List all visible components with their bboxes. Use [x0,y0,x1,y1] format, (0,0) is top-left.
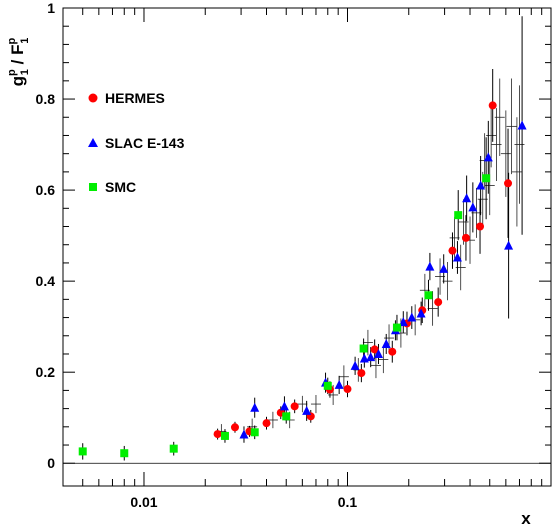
point-hermes [476,222,485,231]
svg-text:gp1 / Fp1: gp1 / Fp1 [6,38,31,87]
point-slac-e-143 [334,379,344,389]
point-slac-e-143 [302,405,312,415]
point-smc [169,444,178,453]
y-tick-label: 0.2 [36,364,56,380]
point-slac-e-143 [452,252,462,262]
point-hermes [434,298,443,307]
y-tick-label: 0.8 [36,91,56,107]
plot-frame [62,7,552,487]
y-axis-title-g: g [8,76,27,86]
point-slac-e-143 [250,402,260,412]
point-slac-e-143 [504,240,514,250]
point-slac-e-143 [476,180,486,190]
point-slac-e-143 [279,401,289,411]
point-smc [250,428,259,437]
point-slac-e-143 [483,152,493,162]
tick-labels: 0 0.2 0.4 0.6 0.8 1 0.01 0.1 [36,0,358,510]
point-slac-e-143 [359,353,369,363]
point-hermes [370,345,379,354]
data-markers [78,101,527,458]
legend-marker-hermes [88,93,98,103]
point-hermes [448,246,457,255]
point-smc [120,449,129,458]
legend-item-hermes: HERMES [88,90,165,106]
x-axis-title: x [521,509,531,526]
point-smc [220,431,229,440]
point-smc [78,447,87,456]
background-points [216,78,525,439]
point-slac-e-143 [373,348,383,358]
y-axis-title-f: F [8,45,27,55]
y-tick-label: 1 [47,0,55,16]
legend: HERMES SLAC E-143 SMC [88,90,185,195]
y-tick-label: 0.6 [36,182,56,198]
y-axis-title-g-sup: p [6,69,18,76]
point-smc [282,412,291,421]
legend-label-slac-e143: SLAC E-143 [105,135,185,151]
point-slac-e-143 [439,263,449,273]
x-tick-label: 0.1 [338,494,358,510]
point-slac-e-143 [468,202,478,212]
point-slac-e-143 [425,261,435,271]
y-axis-title-g-sub: 1 [19,69,31,75]
axes-frame [62,7,552,487]
legend-item-smc: SMC [89,179,136,195]
point-hermes [213,430,222,439]
point-smc [482,174,491,183]
y-axis-title: gp1 / Fp1 [6,38,31,87]
point-hermes [388,347,397,356]
legend-marker-slac-e143 [88,138,98,147]
legend-label-hermes: HERMES [105,90,165,106]
y-axis-title-f-sup: p [6,38,18,45]
point-smc [392,323,401,332]
legend-item-slac-e143: SLAC E-143 [88,135,185,151]
point-slac-e-143 [239,429,249,439]
y-tick-label: 0 [47,455,55,471]
legend-label-smc: SMC [105,179,136,195]
point-hermes [488,101,497,110]
point-slac-e-143 [416,308,426,318]
point-slac-e-143 [366,352,376,362]
point-hermes [461,233,470,242]
point-hermes [343,385,352,394]
y-axis-title-f-sub: 1 [19,38,31,44]
point-slac-e-143 [517,120,527,130]
point-smc [323,381,332,390]
point-slac-e-143 [381,338,391,348]
point-smc [359,344,368,353]
point-slac-e-143 [407,312,417,322]
point-hermes [230,423,239,432]
point-slac-e-143 [398,317,408,327]
error-bars [82,16,523,461]
legend-marker-smc [89,183,97,191]
y-tick-label: 0.4 [36,273,56,289]
y-axis-title-sep: / [8,55,27,69]
point-smc [454,211,463,220]
point-hermes [290,402,299,411]
x-tick-label: 0.01 [130,494,157,510]
point-hermes [262,419,271,428]
point-slac-e-143 [462,193,472,203]
point-hermes [357,369,366,378]
point-smc [424,291,433,300]
axis-ticks [62,7,552,486]
point-slac-e-143 [350,360,360,370]
point-hermes [504,179,513,188]
